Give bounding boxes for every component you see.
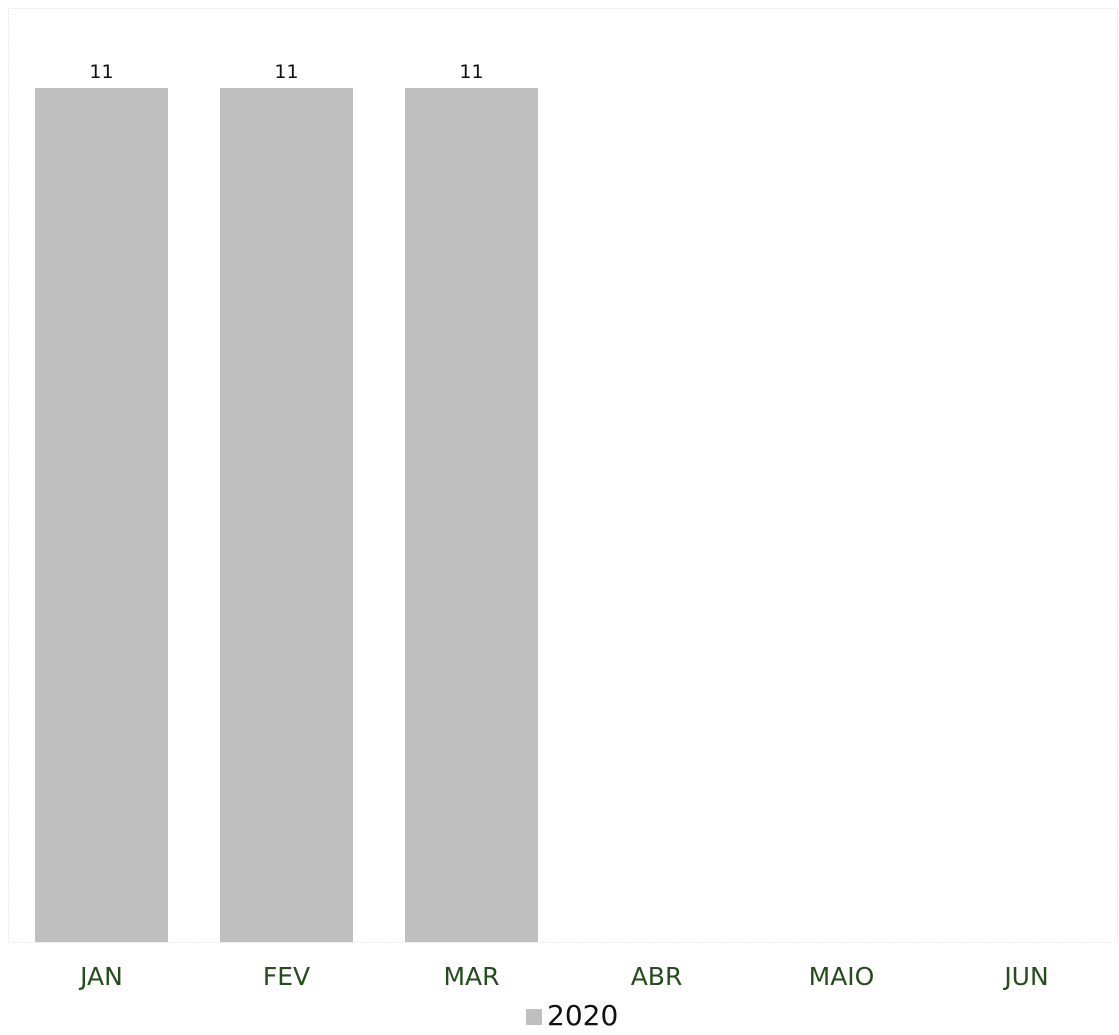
data-label-jan: 11 [89,61,113,83]
legend: 2020 [526,999,618,1032]
data-label-mar: 11 [459,61,483,83]
x-tick-label-fev: FEV [263,962,310,991]
bars-layer [35,88,538,942]
data-label-fev: 11 [274,61,298,83]
x-tick-label-jun: JUN [1002,962,1048,991]
category-labels-layer: JAN FEV MAR ABR MAIO JUN [78,962,1049,991]
data-labels-layer: 11 11 11 [89,61,483,83]
bar-mar[interactable] [405,88,538,942]
x-tick-label-abr: ABR [631,962,683,991]
x-tick-label-jan: JAN [78,962,123,991]
x-tick-label-mar: MAR [443,962,499,991]
x-tick-label-maio: MAIO [809,962,875,991]
plot-area-border [8,8,1118,943]
bar-jan[interactable] [35,88,168,942]
legend-swatch [526,1009,542,1025]
legend-label: 2020 [547,999,618,1031]
bar-fev[interactable] [220,88,353,942]
